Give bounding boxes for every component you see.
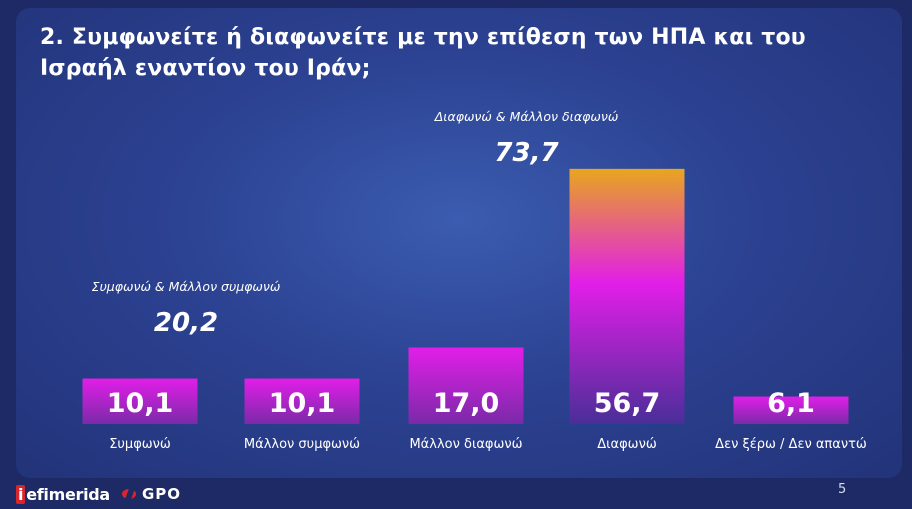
logo-text: efimerida — [26, 484, 110, 504]
bar-1 — [82, 378, 198, 424]
bar-5 — [733, 396, 849, 424]
bar-2 — [244, 378, 360, 424]
footer-logos: i efimerida GPO — [16, 484, 181, 504]
category-label-4: Διαφωνώ — [597, 437, 656, 452]
data-label-2: 10,1 — [269, 388, 336, 419]
gpo-mark-icon — [121, 488, 138, 500]
logo-initial: i — [16, 484, 26, 504]
iefimerida-logo: i efimerida — [16, 484, 110, 504]
category-label-5: Δεν ξέρω / Δεν απαντώ — [715, 437, 867, 452]
data-label-3: 17,0 — [433, 388, 500, 419]
chart-title: 2. Συμφωνείτε ή διαφωνείτε με την επίθεσ… — [40, 25, 806, 81]
data-label-5: 6,1 — [767, 388, 815, 419]
annotation-value-2: 73,7 — [494, 138, 559, 168]
category-label-2: Μάλλον συμφωνώ — [244, 437, 360, 452]
data-label-4: 56,7 — [594, 388, 661, 419]
page-number: 5 — [838, 482, 847, 497]
annotation-value-1: 20,2 — [154, 308, 218, 338]
bar-3 — [408, 347, 524, 424]
bar-4 — [569, 168, 685, 424]
annotation-label-1: Συμφωνώ & Μάλλον συμφωνώ — [92, 279, 281, 294]
category-label-1: Συμφωνώ — [109, 437, 171, 452]
gpo-text: GPO — [141, 485, 181, 503]
category-label-3: Μάλλον διαφωνώ — [409, 437, 522, 452]
annotation-label-2: Διαφωνώ & Μάλλον διαφωνώ — [434, 109, 619, 124]
gpo-logo: GPO — [121, 485, 181, 503]
data-label-1: 10,1 — [107, 388, 174, 419]
